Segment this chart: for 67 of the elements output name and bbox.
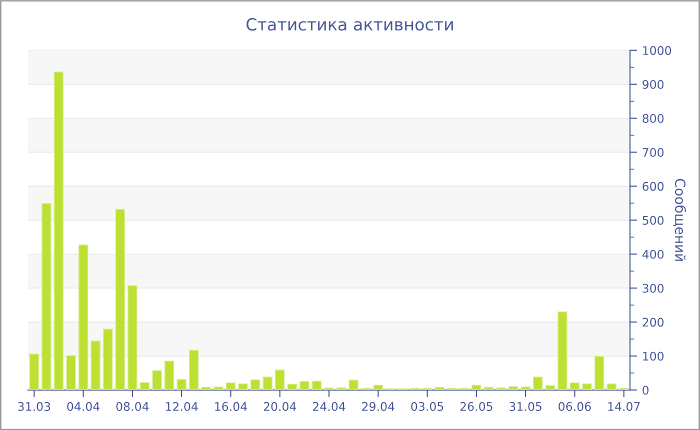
bar xyxy=(606,383,616,390)
y-axis-title: Сообщений xyxy=(673,178,686,261)
y-tick-label: 1000 xyxy=(643,46,672,55)
bar xyxy=(164,360,174,390)
bar xyxy=(238,383,248,390)
y-tick-label: 100 xyxy=(643,352,664,361)
bar xyxy=(262,376,272,390)
bar xyxy=(287,384,297,390)
x-tick-label: 16.04 xyxy=(215,402,247,411)
bar xyxy=(128,285,138,390)
bar xyxy=(214,386,224,390)
x-tick-label: 29.04 xyxy=(362,402,394,411)
x-tick-label: 03.05 xyxy=(411,402,444,411)
x-tick-label: 14.07 xyxy=(608,402,640,411)
bar xyxy=(373,384,383,390)
bar xyxy=(348,380,358,390)
chart-title: Статистика активности xyxy=(246,18,453,31)
y-tick-label: 200 xyxy=(642,318,664,327)
bar xyxy=(66,355,76,390)
bar xyxy=(42,203,52,390)
bar xyxy=(545,385,555,390)
bar xyxy=(201,386,211,390)
bar xyxy=(90,340,100,390)
bar xyxy=(78,244,88,390)
bar xyxy=(103,328,113,390)
bar xyxy=(520,386,530,390)
bar xyxy=(594,356,604,390)
x-tick-label: 20.04 xyxy=(264,402,296,411)
bar xyxy=(115,208,125,390)
bar xyxy=(336,388,346,390)
bar xyxy=(226,382,236,390)
y-tick-label: 900 xyxy=(642,80,664,89)
bar xyxy=(189,350,199,390)
bar xyxy=(140,382,150,390)
x-tick-label: 24.04 xyxy=(312,402,346,411)
x-tick-label: 08.04 xyxy=(116,402,149,411)
y-tick-label: 0 xyxy=(642,386,649,395)
bar xyxy=(29,354,39,390)
bar xyxy=(570,382,580,390)
bar xyxy=(533,376,543,390)
y-tick-label: 600 xyxy=(642,182,664,191)
x-tick-label: 26.05 xyxy=(460,402,492,411)
x-tick-label: 06.06 xyxy=(558,402,591,411)
bar xyxy=(275,370,285,390)
bar xyxy=(496,388,506,390)
y-tick-label: 500 xyxy=(642,216,664,225)
bar xyxy=(484,386,494,390)
bar xyxy=(300,381,310,390)
bar xyxy=(250,379,260,390)
bar xyxy=(176,379,186,390)
bar xyxy=(582,383,592,390)
bar xyxy=(312,380,322,390)
bar xyxy=(54,72,64,390)
x-tick-label: 12.04 xyxy=(166,402,198,411)
y-tick-label: 700 xyxy=(642,148,664,157)
x-tick-label: 31.03 xyxy=(18,402,50,411)
y-tick-label: 300 xyxy=(642,284,664,293)
x-tick-label: 04.04 xyxy=(67,402,100,411)
bar xyxy=(324,388,334,390)
bar xyxy=(558,311,568,390)
y-tick-label: 400 xyxy=(642,250,664,259)
bar xyxy=(434,386,444,390)
bar xyxy=(508,386,518,390)
bar xyxy=(472,384,482,390)
bar xyxy=(152,370,162,390)
y-tick-label: 800 xyxy=(642,114,664,123)
x-tick-label: 31.05 xyxy=(510,402,542,411)
